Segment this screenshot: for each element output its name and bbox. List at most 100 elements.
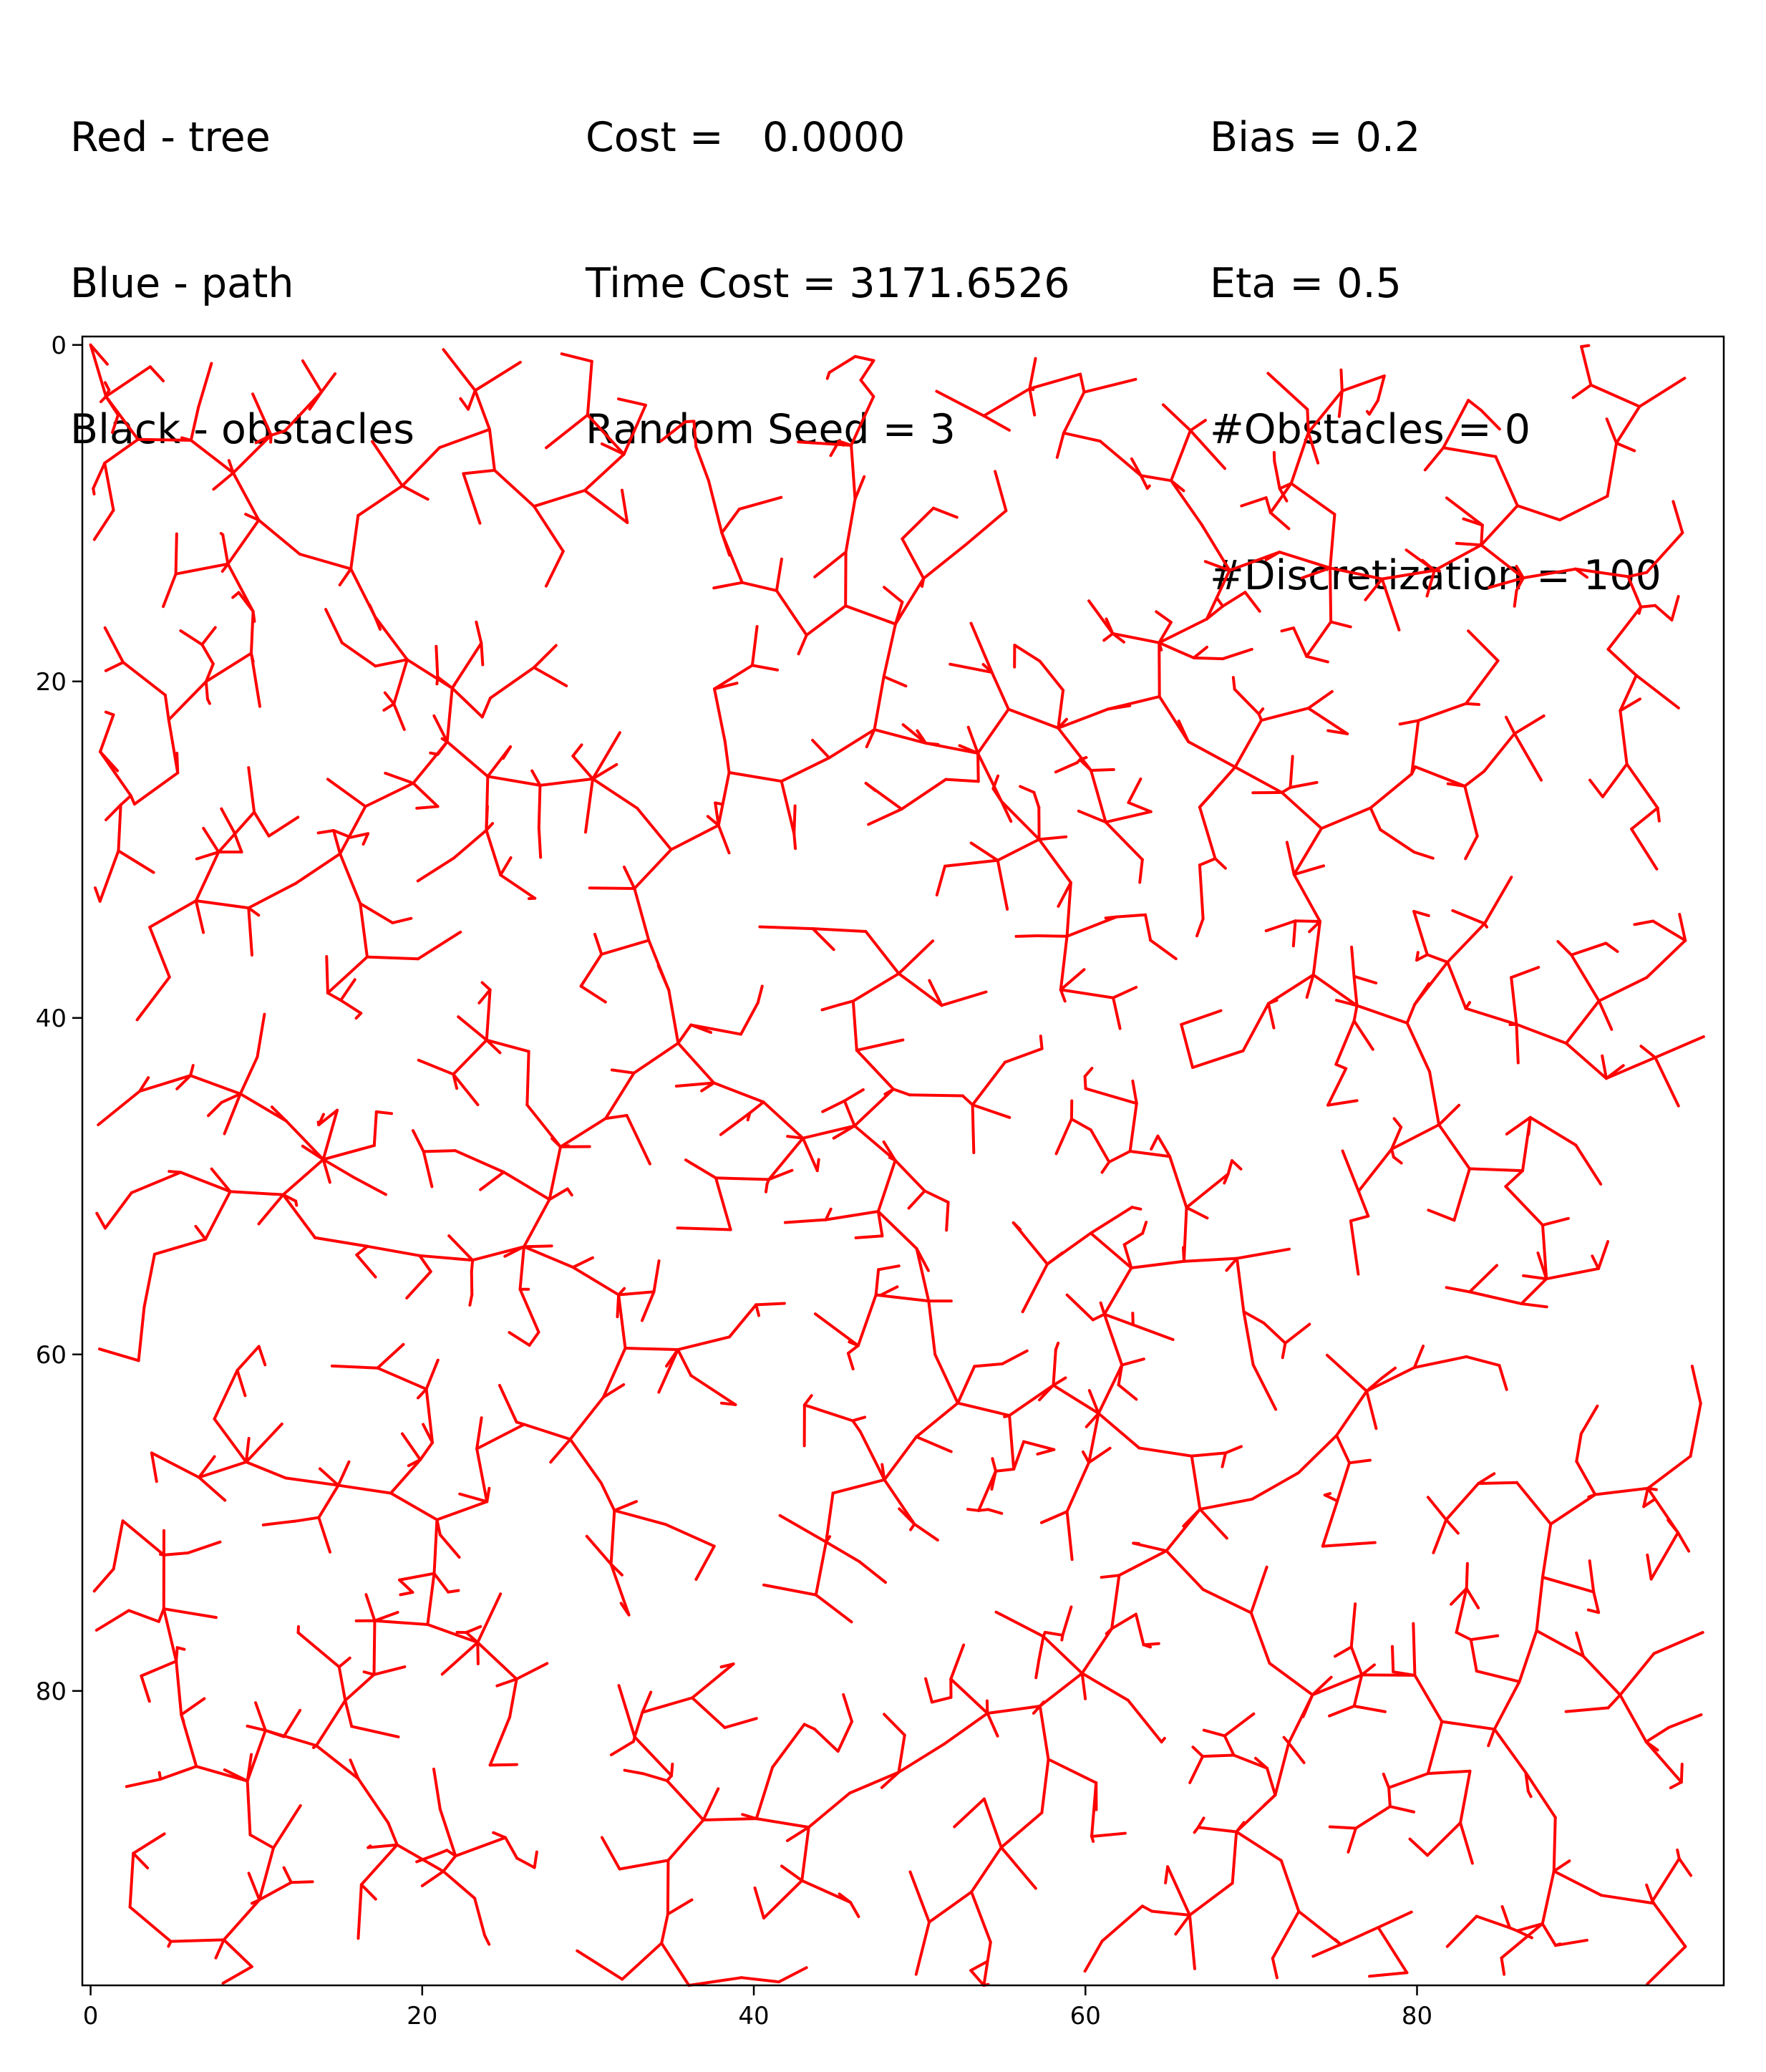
- tree-edge: [1008, 1414, 1016, 1471]
- tree-edge: [1273, 1741, 1291, 1797]
- tree-edge: [1591, 1254, 1601, 1270]
- tree-edge: [923, 1189, 950, 1204]
- tree-edge: [1450, 1587, 1468, 1606]
- tree-edge: [326, 955, 369, 994]
- tree-edge: [1352, 1004, 1359, 1022]
- tree-edge: [755, 1766, 775, 1821]
- tree-edge: [750, 625, 759, 667]
- tree-edge: [1606, 647, 1638, 677]
- tree-edge: [568, 1395, 605, 1441]
- tree-edge: [1289, 482, 1336, 516]
- tree-edge: [1280, 626, 1296, 633]
- tree-edge: [1513, 714, 1546, 735]
- tree-edge: [220, 1092, 242, 1104]
- tree-edge: [364, 1593, 377, 1622]
- tree-edge: [1032, 790, 1041, 809]
- tree-edge: [314, 1744, 360, 1781]
- tree-edge: [707, 479, 724, 535]
- tree-edge: [641, 1772, 669, 1783]
- tree-edge: [1233, 765, 1284, 794]
- tree-edge: [162, 572, 178, 609]
- tree-edge: [508, 1678, 518, 1719]
- tree-edge: [1001, 1349, 1029, 1365]
- tree-edge: [1522, 1274, 1548, 1281]
- tree-edge: [619, 1602, 631, 1617]
- tree-edge: [104, 661, 125, 672]
- tree-edge: [1297, 1909, 1342, 1946]
- tree-edge: [1278, 487, 1289, 503]
- tree-edge: [339, 978, 356, 1002]
- tree-edge: [1054, 1117, 1073, 1156]
- tree-edge: [532, 666, 568, 687]
- tree-edge: [1690, 1365, 1702, 1405]
- tree-edge: [247, 766, 256, 814]
- tree-edge: [1110, 1574, 1121, 1630]
- tree-edge: [424, 1358, 440, 1391]
- tree-edge: [471, 1245, 525, 1262]
- tree-edge: [339, 805, 367, 856]
- tree-edge: [846, 1344, 860, 1355]
- tree-edge: [92, 461, 107, 490]
- tree-edge: [271, 1804, 302, 1850]
- tree-edge: [1524, 1771, 1557, 1819]
- tree-edge: [1102, 1312, 1135, 1327]
- tree-edge: [485, 988, 492, 1042]
- tree-edge: [1306, 707, 1349, 735]
- tree-edge: [436, 675, 454, 690]
- tree-edge: [339, 852, 362, 906]
- tree-edge: [1651, 919, 1687, 942]
- tree-edge: [452, 1038, 488, 1076]
- tree-edge: [966, 1508, 981, 1512]
- tree-edge: [1412, 909, 1430, 917]
- tree-edge: [623, 1768, 645, 1776]
- tree-edge: [1445, 1482, 1480, 1521]
- tree-edge: [1198, 791, 1215, 809]
- tree-edge: [856, 1293, 878, 1347]
- x-tick-label: 60: [1070, 2002, 1101, 2030]
- tree-edge: [103, 626, 125, 664]
- tree-edge: [401, 484, 430, 501]
- tree-edge: [1426, 1821, 1462, 1857]
- tree-edge: [712, 682, 739, 691]
- tree-edge: [180, 436, 193, 442]
- tree-edge: [1554, 1942, 1562, 1947]
- tree-edge: [964, 509, 1008, 547]
- tree-edge: [1150, 1134, 1160, 1151]
- tree-edge: [944, 778, 980, 783]
- tree-edge: [802, 1394, 813, 1407]
- tree-edge: [981, 662, 994, 674]
- tree-edge: [1311, 1942, 1342, 1958]
- tree-edge: [824, 1207, 833, 1221]
- tree-edge: [485, 1038, 530, 1053]
- tree-edge: [1437, 1103, 1461, 1127]
- tree-edge: [892, 1088, 911, 1097]
- tree-edge: [104, 803, 122, 822]
- tree-edge: [874, 1293, 931, 1303]
- tree-edge: [435, 1518, 442, 1536]
- tree-edge: [1138, 858, 1144, 884]
- tree-edge: [971, 1103, 1011, 1119]
- tree-edge: [1379, 828, 1416, 854]
- tree-edge: [737, 495, 783, 511]
- tree-edge: [838, 1892, 853, 1904]
- tree-edge: [92, 487, 96, 495]
- tree-edge: [1527, 1115, 1532, 1136]
- tree-edge: [1185, 1172, 1230, 1209]
- tree-edge: [1105, 617, 1115, 635]
- tree-edge: [1414, 765, 1467, 788]
- tree-edge: [349, 1758, 360, 1781]
- tree-edge: [1102, 1266, 1133, 1316]
- tree-edge: [1405, 1002, 1417, 1025]
- tree-edge: [1166, 1865, 1191, 1917]
- tree-edge: [244, 1461, 288, 1480]
- tree-edge: [1367, 399, 1379, 416]
- tree-edge: [475, 620, 483, 645]
- tree-edge: [1223, 1712, 1256, 1738]
- tree-edge: [1515, 1922, 1544, 1932]
- tree-edge: [583, 452, 626, 493]
- tree-edge: [1046, 1251, 1064, 1266]
- tree-edge: [533, 505, 565, 553]
- tree-edge: [92, 508, 115, 541]
- tree-edge: [373, 615, 409, 662]
- tree-edge: [1570, 941, 1608, 957]
